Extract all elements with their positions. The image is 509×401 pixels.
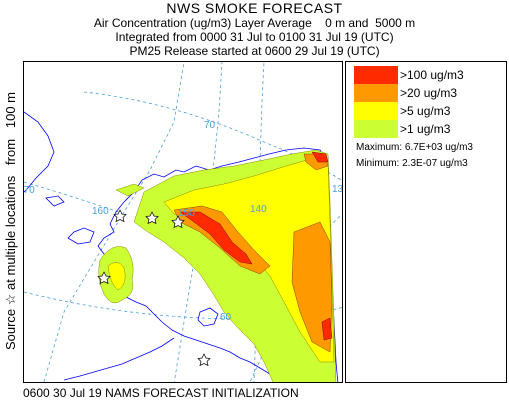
source-markers [97,209,211,367]
plume-east-100 [321,317,333,341]
forecast-initialization: 0600 30 Jul 19 NAMS FORECAST INITIALIZAT… [23,386,299,400]
map-title: NWS SMOKE FORECAST [166,0,343,16]
maximum-value: Maximum: 6.7E+03 ug/m3 [356,142,473,153]
plume-east-20 [291,221,333,353]
kodiak [197,307,219,327]
release-start: PM25 Release started at 0600 29 Jul 19 (… [129,44,380,58]
legend-item-1: >1 ug/m3 [354,120,504,138]
concentration-legend: >100 ug/m3 >20 ug/m3 >5 ug/m3 >1 ug/m3 M… [345,61,507,383]
meridian-160 [43,62,185,382]
parallel-60 [24,291,342,320]
legend-label-100: >100 ug/m3 [400,68,464,82]
smoke-map: 170 160 150 140 130 70 60 [23,61,343,383]
lon-label-150: 150 [178,208,195,219]
plume-core-100 [179,211,253,265]
plume-level-100 [179,151,333,341]
plume-tail-1 [115,183,145,197]
lon-label-170-left: 170 [24,185,35,196]
source-star-2 [145,211,159,225]
west-coast [97,201,281,381]
legend-swatch-5 [354,102,398,120]
legend-item-100: >100 ug/m3 [354,66,504,84]
meridian-170 [24,181,120,213]
lat-label-60: 60 [220,312,232,323]
source-star-5 [197,353,211,367]
lon-label-130: 130 [332,184,343,195]
source-location-label: Source ☆ at multiple locations from 100 … [3,91,18,351]
concentration-description: Air Concentration (ug/m3) Layer Average … [93,16,416,30]
legend-item-5: >5 ug/m3 [354,102,504,120]
russia-coast [24,111,55,193]
integration-period: Integrated from 0000 31 Jul to 0100 31 J… [115,30,394,44]
legend-swatch-20 [354,84,398,102]
legend-label-1: >1 ug/m3 [400,122,451,136]
parallel-50 [318,381,324,382]
minimum-value: Minimum: 2.3E-07 ug/m3 [356,158,468,169]
source-star-4 [97,271,111,285]
plume-ne-100 [311,151,329,163]
lon-label-140: 140 [250,204,267,215]
seward-peninsula [67,227,95,245]
legend-swatch-1 [354,120,398,138]
source-star-3 [171,215,185,229]
lat-label-70: 70 [204,120,216,131]
legend-swatch-100 [354,66,398,84]
plume-west-5 [107,262,126,291]
legend-label-20: >20 ug/m3 [400,86,458,100]
legend-label-5: >5 ug/m3 [400,104,451,118]
st-lawrence [45,195,65,207]
lon-label-160: 160 [92,206,109,217]
aleutian-chain [63,337,175,381]
source-star-1 [113,209,127,223]
legend-item-20: >20 ug/m3 [354,84,504,102]
